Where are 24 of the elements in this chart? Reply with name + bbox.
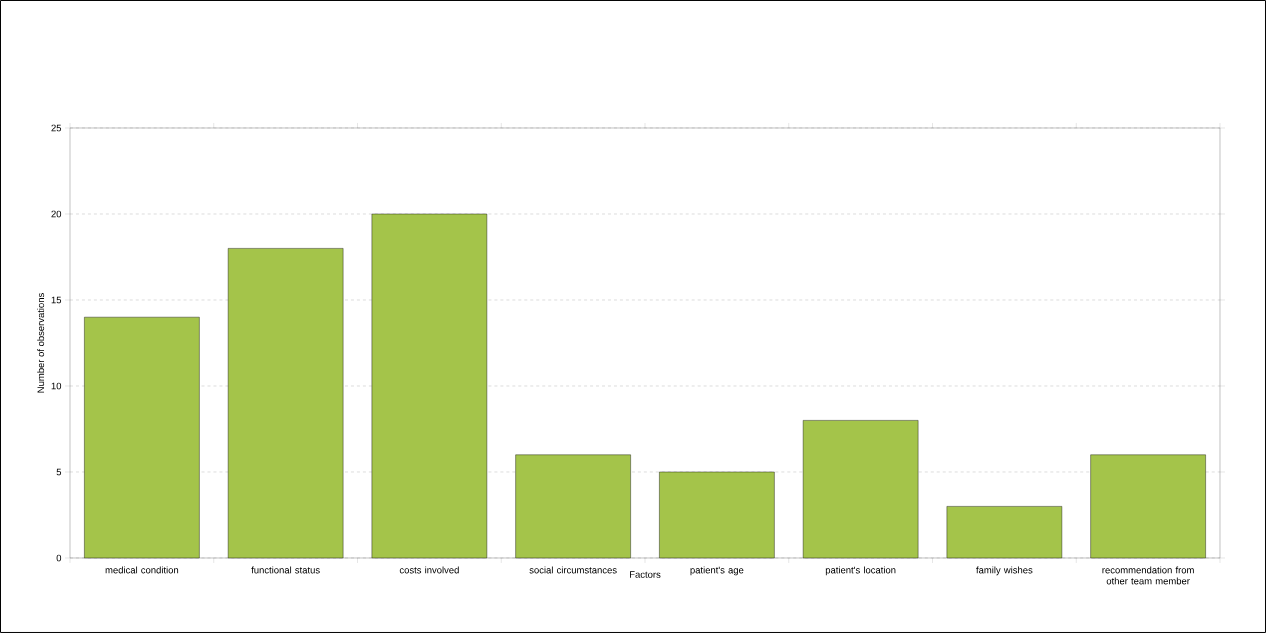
bar	[946, 506, 1063, 559]
x-tick-label: functional status	[251, 566, 320, 574]
x-tick-label: medical condition	[105, 566, 179, 574]
bar	[227, 248, 344, 559]
y-tick-label: 5	[56, 468, 62, 476]
x-tick-label: social circumstances	[529, 566, 617, 574]
x-tick-label: recommendation from other team member	[1102, 566, 1194, 585]
x-tick-label: costs involved	[399, 566, 459, 574]
bar	[515, 454, 631, 559]
bar	[802, 420, 919, 559]
y-tick-label: 25	[51, 124, 62, 132]
y-tick-label: 10	[51, 382, 62, 390]
bar	[84, 316, 200, 559]
y-tick-label: 15	[51, 296, 62, 304]
y-tick-label: 20	[51, 210, 62, 218]
y-tick-label: 0	[56, 554, 62, 562]
bar	[371, 213, 488, 559]
x-tick-label: family wishes	[976, 566, 1033, 576]
x-tick-label: patient's location	[825, 566, 896, 576]
bar	[659, 471, 775, 559]
x-tick-label: patient's age	[690, 566, 744, 576]
bar	[1090, 454, 1206, 559]
x-axis-title: Factors	[630, 571, 661, 578]
y-axis-title: Number of observations	[37, 293, 45, 393]
